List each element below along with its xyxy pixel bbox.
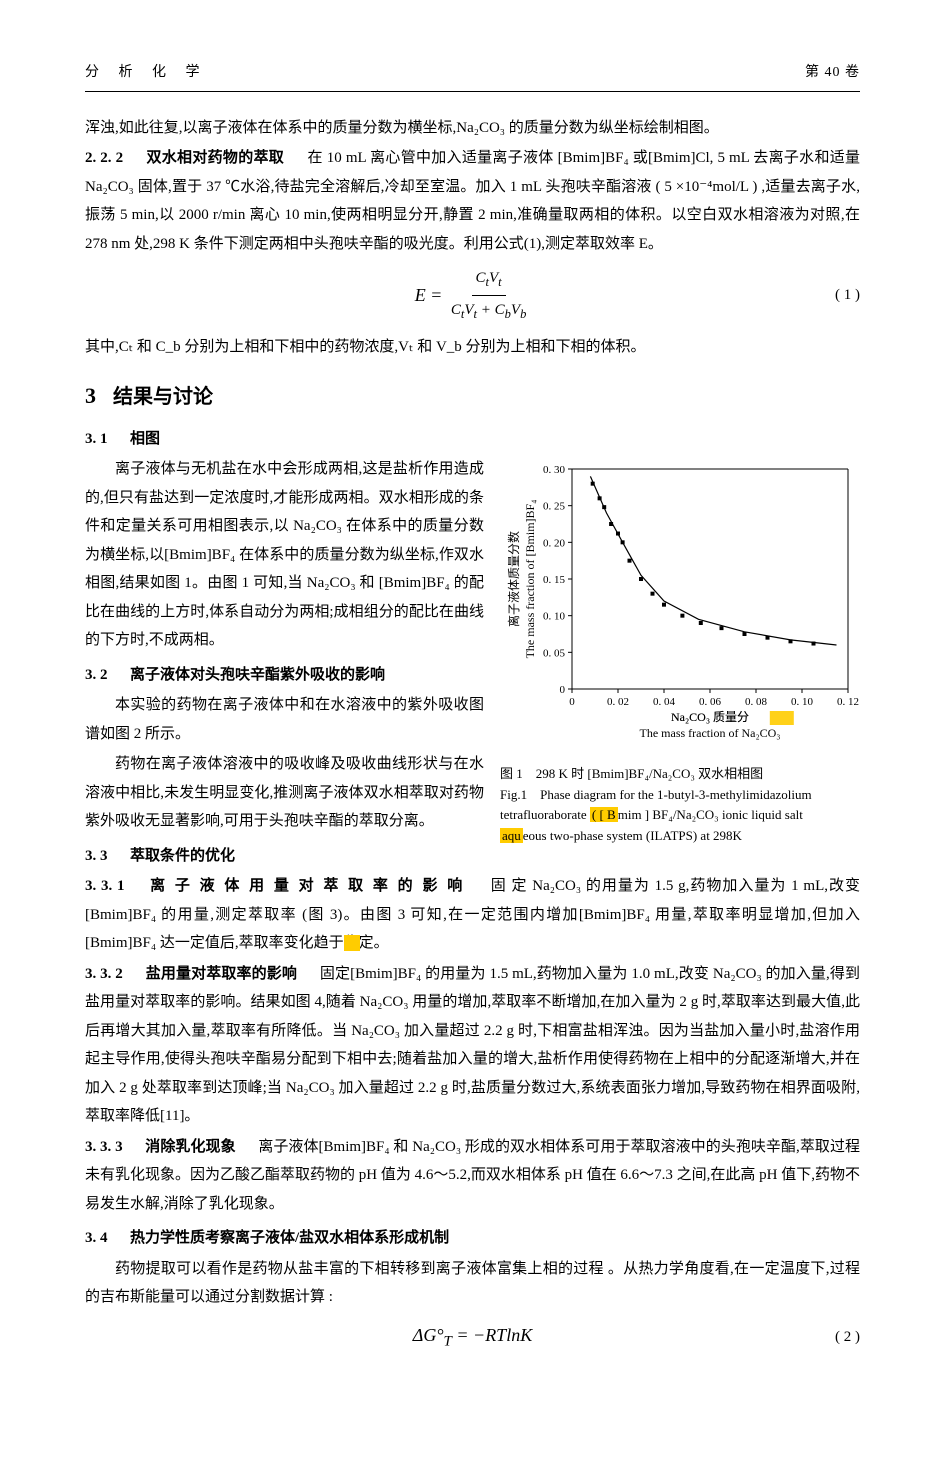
- sec32-num: 3. 2: [85, 667, 108, 683]
- fig1-cap-2a: tetrafluoraborate: [500, 807, 590, 822]
- svg-text:0. 06: 0. 06: [699, 696, 722, 708]
- intro-continuation: 浑浊,如此往复,以离子液体在体系中的质量分数为横坐标,Na₂CO₃ 的质量分数为…: [85, 114, 860, 143]
- svg-text:0. 10: 0. 10: [791, 696, 814, 708]
- sec-num-222: 2. 2. 2: [85, 150, 123, 166]
- sec331-num: 3. 3. 1: [85, 878, 125, 894]
- fig1-cap-2b: mim ] BF₄/Na₂CO₃ ionic liquid salt: [618, 807, 803, 822]
- sec332-body: 固定[Bmim]BF₄ 的用量为 1.5 mL,药物加入量为 1.0 mL,改变…: [85, 966, 860, 1125]
- figure-1-caption: 图 1 298 K 时 [Bmim]BF₄/Na₂CO₃ 双水相相图 Fig.1…: [500, 764, 860, 847]
- section-3-1-heading: 3. 1 相图: [85, 425, 860, 454]
- sec333-num: 3. 3. 3: [85, 1139, 123, 1155]
- page-header: 分 析 化 学 第 40 卷: [85, 60, 860, 92]
- svg-text:0. 20: 0. 20: [543, 538, 566, 550]
- svg-text:0: 0: [560, 684, 566, 696]
- svg-text:0. 12: 0. 12: [837, 696, 859, 708]
- sec31-title: 相图: [130, 431, 160, 447]
- svg-text:0. 05: 0. 05: [543, 648, 566, 660]
- section-3-3-3: 3. 3. 3 消除乳化现象 离子液体[Bmim]BF₄ 和 Na₂CO₃ 形成…: [85, 1133, 860, 1219]
- figure-1-chart: 0 0. 02 0. 04 0. 06 0. 08 0. 10 0. 12 0 0. 05 0. …: [500, 459, 860, 749]
- svg-text:0. 02: 0. 02: [607, 696, 629, 708]
- eq1-number: ( 1 ): [835, 281, 860, 310]
- section-3-4-heading: 3. 4 热力学性质考察离子液体/盐双水相体系形成机制: [85, 1224, 860, 1253]
- fig1-caption-en-2: tetrafluoraborate ( [ Bmim ] BF₄/Na₂CO₃ …: [500, 805, 860, 826]
- eq2-text: ΔG°T = −RTlnK: [413, 1318, 532, 1356]
- svg-text:0. 15: 0. 15: [543, 574, 566, 586]
- eq1-explanation: 其中,Cₜ 和 C_b 分别为上相和下相中的药物浓度,Vₜ 和 V_b 分别为上…: [85, 333, 860, 362]
- equation-1: E = CtVt CtVt + CbVb ( 1 ): [85, 264, 860, 327]
- sec34-body: 药物提取可以看作是药物从盐丰富的下相转移到离子液体富集上相的过程 。从热力学角度…: [85, 1255, 860, 1312]
- svg-text:0: 0: [569, 696, 575, 708]
- section-3-heading: 3 结果与讨论: [85, 375, 860, 417]
- section-3-3-2: 3. 3. 2 盐用量对萃取率的影响 固定[Bmim]BF₄ 的用量为 1.5 …: [85, 960, 860, 1131]
- svg-text:The mass fraction of [Bmim]BF₄: The mass fraction of [Bmim]BF₄: [523, 500, 537, 659]
- eq2-number: ( 2 ): [835, 1323, 860, 1352]
- equation-2: ΔG°T = −RTlnK ( 2 ): [85, 1318, 860, 1356]
- sec333-title: 消除乳化现象: [145, 1139, 235, 1155]
- volume-label: 第 40 卷: [805, 60, 860, 87]
- section-2-2-2: 2. 2. 2 双水相对药物的萃取 在 10 mL 离心管中加入适量离子液体 […: [85, 144, 860, 258]
- highlight-3: [344, 935, 359, 951]
- svg-text:0. 30: 0. 30: [543, 464, 566, 476]
- sec332-num: 3. 3. 2: [85, 966, 123, 982]
- svg-text:The mass fraction of Na₂CO₃: The mass fraction of Na₂CO₃: [640, 726, 781, 740]
- journal-title: 分 析 化 学: [85, 60, 208, 87]
- sec32-title: 离子液体对头孢呋辛酯紫外吸收的影响: [130, 667, 385, 683]
- sec34-num: 3. 4: [85, 1230, 108, 1246]
- sec33-num: 3. 3: [85, 848, 108, 864]
- sec33-title: 萃取条件的优化: [130, 848, 235, 864]
- sec332-title: 盐用量对萃取率的影响: [146, 966, 297, 982]
- eq1-lhs: E =: [415, 278, 447, 312]
- svg-text:0. 10: 0. 10: [543, 611, 566, 623]
- fig1-cap-3: eous two-phase system (ILATPS) at 298K: [523, 828, 742, 843]
- svg-text:0. 08: 0. 08: [745, 696, 768, 708]
- sec3-title: 结果与讨论: [113, 386, 213, 408]
- highlight-2: aqu: [500, 828, 523, 843]
- svg-text:Na₂CO₃ 质量分: Na₂CO₃ 质量分: [671, 710, 749, 724]
- sec34-title: 热力学性质考察离子液体/盐双水相体系形成机制: [130, 1230, 449, 1246]
- svg-text:0. 25: 0. 25: [543, 501, 566, 513]
- sec331-title: 离 子 液 体 用 量 对 萃 取 率 的 影 响: [150, 878, 465, 894]
- svg-text:离子液体质量分数: 离子液体质量分数: [506, 531, 521, 627]
- eq1-numerator: CtVt: [472, 264, 506, 296]
- fig1-caption-cn: 图 1 298 K 时 [Bmim]BF₄/Na₂CO₃ 双水相相图: [500, 764, 860, 785]
- fig1-caption-en-3: aqueous two-phase system (ILATPS) at 298…: [500, 826, 860, 847]
- sec31-num: 3. 1: [85, 431, 108, 447]
- sec3-num: 3: [85, 383, 96, 408]
- svg-text:0. 04: 0. 04: [653, 696, 676, 708]
- figure-1: 0 0. 02 0. 04 0. 06 0. 08 0. 10 0. 12 0 0. 05 0. …: [500, 459, 860, 847]
- section-3-3-1: 3. 3. 1 离 子 液 体 用 量 对 萃 取 率 的 影 响 固 定 Na…: [85, 872, 860, 958]
- highlight-1: ( [ B: [590, 807, 618, 822]
- sec-title-222: 双水相对药物的萃取: [146, 150, 284, 166]
- eq1-fraction: CtVt CtVt + CbVb: [447, 264, 530, 327]
- eq1-denominator: CtVt + CbVb: [447, 296, 530, 327]
- fig1-caption-en-1: Fig.1 Phase diagram for the 1-butyl-3-me…: [500, 785, 860, 806]
